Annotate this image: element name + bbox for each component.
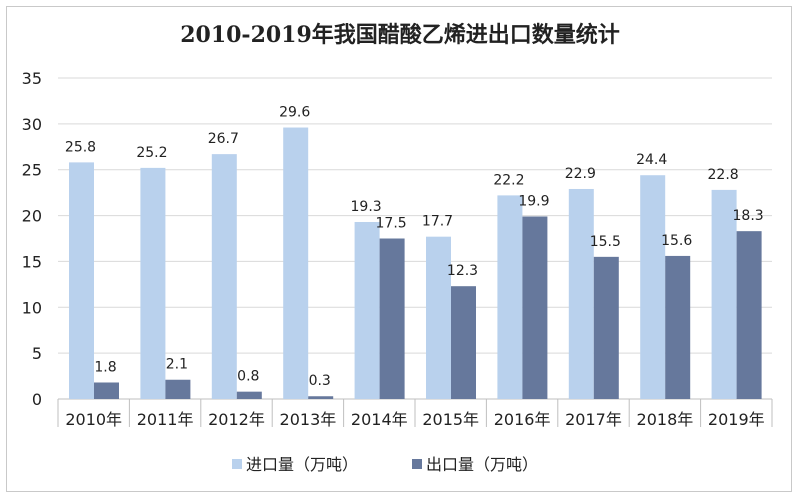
export-bar	[379, 238, 405, 399]
import-value-label: 25.8	[65, 139, 96, 155]
export-value-label: 17.5	[376, 216, 407, 232]
import-value-label: 22.8	[708, 167, 739, 183]
export-bar	[165, 379, 191, 399]
x-tick-label: 2018年	[637, 410, 694, 429]
export-value-label: 0.8	[237, 369, 259, 385]
export-value-label: 12.3	[447, 263, 478, 279]
export-bar	[308, 396, 334, 399]
y-tick-label: 20	[22, 207, 42, 226]
import-bar	[211, 154, 237, 399]
x-tick-label: 2011年	[137, 410, 194, 429]
y-tick-label: 15	[22, 252, 42, 271]
x-tick-label: 2010年	[65, 410, 122, 429]
import-value-label: 22.2	[493, 172, 524, 188]
x-tick-label: 2019年	[708, 410, 765, 429]
y-tick-label: 30	[22, 115, 42, 134]
y-tick-label: 35	[22, 69, 42, 88]
import-bar	[426, 236, 451, 399]
bars: 25.8 1.8 25.2 2.1 26.7 0.8 29.6 0.3 19.317.5 17.7…	[65, 105, 764, 400]
import-bar	[568, 188, 594, 399]
export-bar	[736, 231, 762, 399]
import-bar	[140, 167, 166, 399]
legend-label: 进口量（万吨）	[246, 455, 358, 474]
export-bar	[94, 382, 119, 399]
import-bar	[69, 162, 94, 399]
x-tick-label: 2014年	[351, 410, 408, 429]
import-value-label: 24.4	[636, 152, 667, 168]
legend-label: 出口量（万吨）	[426, 455, 538, 474]
import-value-label: 25.2	[136, 145, 167, 161]
legend: 进口量（万吨） 出口量（万吨）	[232, 455, 538, 474]
import-value-label: 17.7	[422, 214, 453, 230]
export-value-label: 1.8	[94, 359, 116, 375]
import-bar	[497, 195, 523, 399]
export-value-label: 2.1	[166, 357, 188, 373]
export-bar	[522, 216, 548, 399]
export-value-label: 15.6	[661, 233, 692, 249]
import-value-label: 22.9	[565, 166, 596, 182]
x-axis: 2010年 2011年 2012年 2013年 2014年 2015年 2016年 2017年…	[57, 399, 773, 429]
x-tick-label: 2013年	[280, 410, 337, 429]
export-bar	[665, 255, 691, 399]
x-tick-label: 2012年	[208, 410, 265, 429]
export-value-label: 15.5	[590, 234, 621, 250]
import-value-label: 29.6	[279, 105, 310, 121]
import-bar	[640, 175, 666, 399]
export-value-label: 18.3	[733, 208, 764, 224]
y-tick-label: 0	[32, 390, 42, 409]
export-bar	[236, 391, 262, 399]
y-tick-label: 25	[22, 161, 42, 180]
import-value-label: 19.3	[351, 199, 382, 215]
import-bar	[354, 221, 380, 399]
export-bar	[593, 256, 619, 399]
import-bar	[283, 127, 309, 400]
import-bar	[711, 189, 737, 399]
y-tick-label: 10	[22, 298, 42, 317]
export-value-label: 19.9	[518, 193, 549, 209]
import-value-label: 26.7	[208, 131, 239, 147]
export-bar	[451, 286, 476, 399]
legend-swatch	[412, 459, 422, 469]
x-tick-label: 2016年	[494, 410, 551, 429]
legend-swatch	[232, 459, 242, 469]
x-tick-label: 2017年	[565, 410, 622, 429]
export-value-label: 0.3	[309, 373, 331, 389]
x-tick-label: 2015年	[422, 410, 479, 429]
chart-title: 2010-2019年我国醋酸乙烯进出口数量统计	[180, 22, 620, 48]
y-tick-label: 5	[32, 344, 42, 363]
